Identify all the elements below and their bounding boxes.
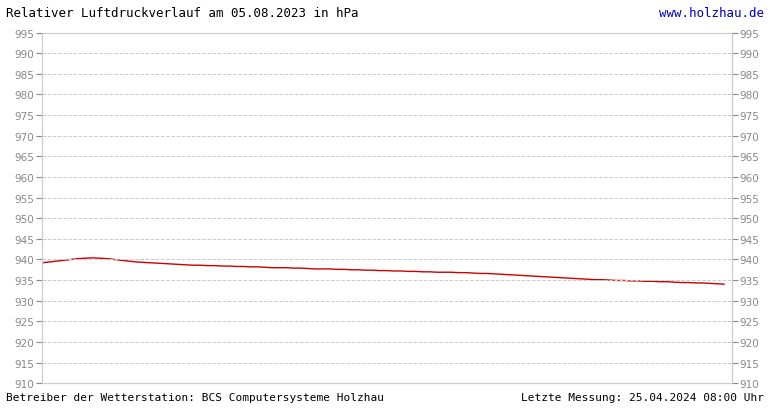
Text: Relativer Luftdruckverlauf am 05.08.2023 in hPa: Relativer Luftdruckverlauf am 05.08.2023… [6, 7, 359, 20]
Text: Betreiber der Wetterstation: BCS Computersysteme Holzhau: Betreiber der Wetterstation: BCS Compute… [6, 392, 384, 402]
Text: Letzte Messung: 25.04.2024 08:00 Uhr: Letzte Messung: 25.04.2024 08:00 Uhr [521, 392, 764, 402]
Text: www.holzhau.de: www.holzhau.de [659, 7, 764, 20]
